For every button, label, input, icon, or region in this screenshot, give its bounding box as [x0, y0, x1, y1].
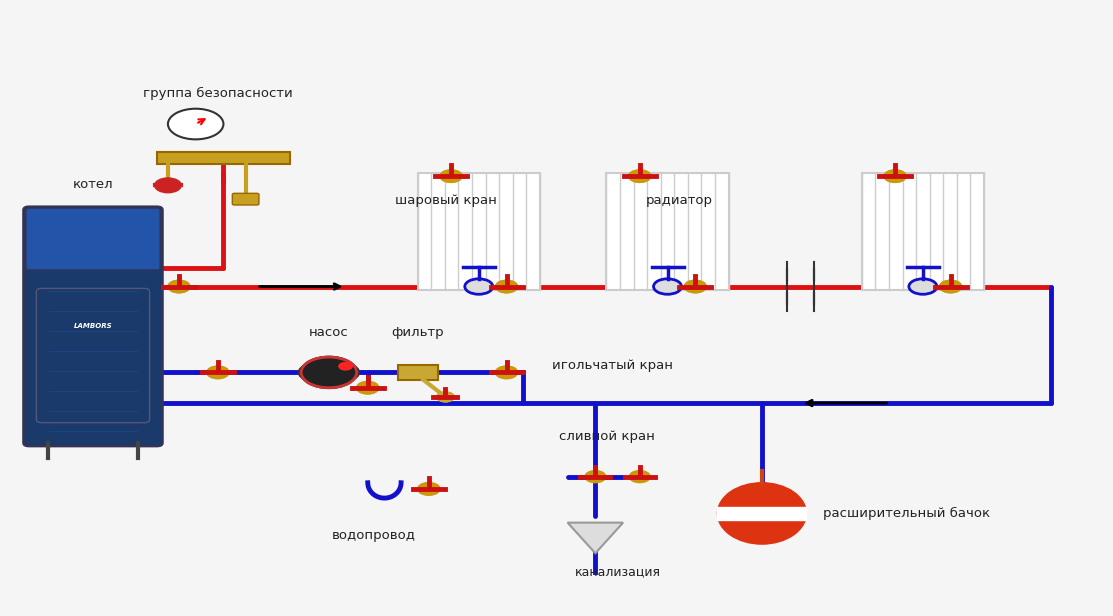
Polygon shape: [568, 522, 623, 553]
Circle shape: [585, 471, 605, 482]
FancyBboxPatch shape: [607, 173, 729, 290]
Circle shape: [441, 170, 462, 182]
Ellipse shape: [718, 483, 806, 544]
Text: фильтр: фильтр: [392, 326, 444, 339]
Circle shape: [630, 471, 650, 482]
Text: радиатор: радиатор: [646, 194, 712, 207]
Circle shape: [496, 281, 518, 293]
Text: сливной кран: сливной кран: [559, 430, 654, 443]
Circle shape: [168, 281, 189, 293]
Text: насос: насос: [309, 326, 348, 339]
Circle shape: [338, 363, 352, 370]
Circle shape: [155, 178, 181, 193]
FancyBboxPatch shape: [157, 152, 290, 164]
Circle shape: [629, 170, 650, 182]
Bar: [718, 508, 806, 519]
Polygon shape: [397, 365, 437, 379]
Text: канализация: канализация: [574, 565, 660, 578]
Text: расширительный бачок: расширительный бачок: [823, 507, 991, 520]
FancyBboxPatch shape: [26, 208, 160, 270]
Circle shape: [418, 483, 440, 495]
Circle shape: [302, 357, 356, 387]
FancyBboxPatch shape: [37, 288, 149, 423]
Text: шаровый кран: шаровый кран: [394, 194, 496, 207]
Circle shape: [436, 392, 454, 402]
Text: водопровод: водопровод: [332, 529, 415, 541]
Text: котел: котел: [72, 179, 114, 192]
Circle shape: [437, 392, 453, 402]
Circle shape: [357, 382, 378, 394]
Text: группа безопасности: группа безопасности: [142, 86, 293, 100]
Circle shape: [207, 367, 228, 378]
FancyBboxPatch shape: [417, 173, 540, 290]
FancyBboxPatch shape: [233, 193, 259, 205]
Circle shape: [885, 170, 906, 182]
Text: игольчатый кран: игольчатый кран: [552, 359, 672, 373]
Circle shape: [653, 279, 681, 294]
Circle shape: [465, 279, 493, 294]
Circle shape: [684, 281, 706, 293]
FancyBboxPatch shape: [861, 173, 984, 290]
Text: LAMBORS: LAMBORS: [73, 323, 112, 330]
Circle shape: [909, 279, 937, 294]
Circle shape: [496, 367, 518, 378]
Ellipse shape: [298, 360, 359, 384]
Circle shape: [168, 108, 224, 139]
FancyBboxPatch shape: [23, 207, 162, 446]
Circle shape: [940, 281, 962, 293]
